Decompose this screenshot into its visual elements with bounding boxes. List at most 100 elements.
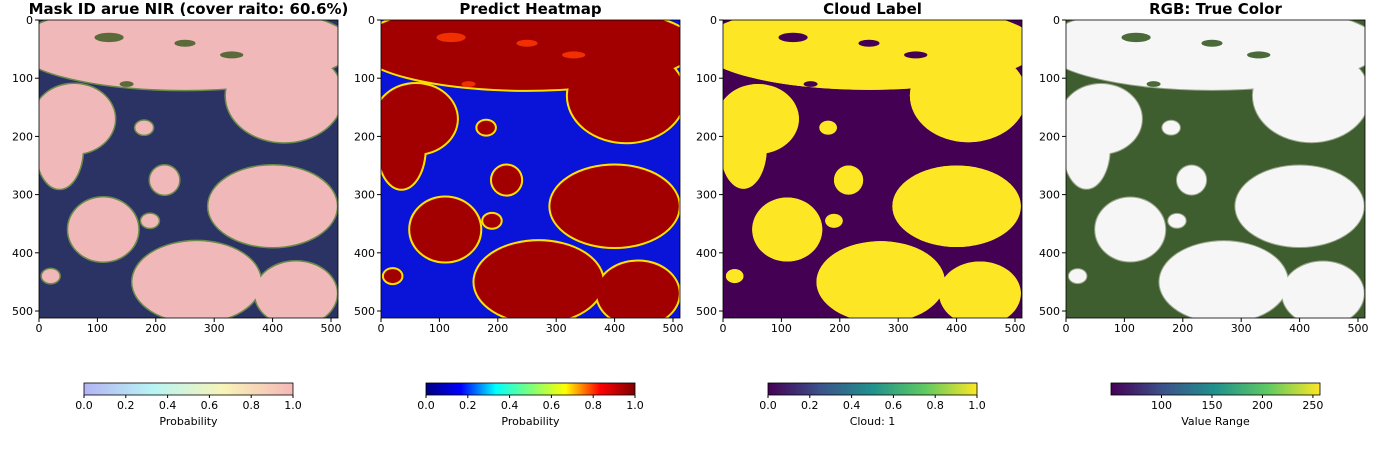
x-tick-label: 400 xyxy=(604,322,625,335)
cloud-fill xyxy=(477,120,495,135)
y-tick-label: 400 xyxy=(1039,247,1060,260)
x-tick-label: 100 xyxy=(771,322,792,335)
colorbar-tick-label: 0.2 xyxy=(459,399,477,412)
cloud-fill xyxy=(825,213,843,228)
cloud-fill xyxy=(1168,213,1186,228)
x-tick-label: 500 xyxy=(1004,322,1025,335)
cloud-fill xyxy=(41,269,60,284)
colorbar-tick-label: 0.2 xyxy=(801,399,819,412)
panel-title: Predict Heatmap xyxy=(459,0,601,18)
cloud-fill xyxy=(225,49,338,143)
colorbar-tick-label: 0.4 xyxy=(501,399,519,412)
axes-frame xyxy=(722,19,1023,319)
colorbar-tick-label: 150 xyxy=(1201,399,1222,412)
colorbar-tick-label: 0.4 xyxy=(159,399,177,412)
colorbar-tick-label: 0.8 xyxy=(242,399,260,412)
cloud-fill xyxy=(833,165,864,195)
cloud-fill xyxy=(39,107,83,189)
x-tick-label: 500 xyxy=(1347,322,1368,335)
axes-frame xyxy=(1065,19,1366,319)
y-tick-label: 500 xyxy=(1039,305,1060,318)
colorbar-tick-label: 0.2 xyxy=(117,399,135,412)
x-tick-label: 200 xyxy=(1172,322,1193,335)
clear-patch xyxy=(94,32,124,43)
cloud-fill xyxy=(132,241,261,318)
colorbar-tick-label: 0.8 xyxy=(926,399,944,412)
cloud-fill xyxy=(491,165,522,195)
y-tick-label: 200 xyxy=(12,130,33,143)
colorbar-tick-label: 0.0 xyxy=(759,399,777,412)
y-tick-label: 0 xyxy=(26,14,33,27)
colorbar-tick-label: 1.0 xyxy=(968,399,986,412)
x-tick-label: 100 xyxy=(1114,322,1135,335)
x-tick-label: 200 xyxy=(145,322,166,335)
cloud-fill xyxy=(1095,197,1166,262)
x-tick-label: 100 xyxy=(429,322,450,335)
colorbar xyxy=(83,382,294,396)
colorbar-tick-label: 0.8 xyxy=(584,399,602,412)
y-tick-label: 300 xyxy=(696,189,717,202)
cloud-fill xyxy=(816,241,945,318)
x-tick-label: 200 xyxy=(829,322,850,335)
y-tick-label: 100 xyxy=(12,72,33,85)
colorbar-label: Probability xyxy=(501,415,560,428)
y-tick-label: 100 xyxy=(696,72,717,85)
cloud-fill xyxy=(381,107,425,189)
clear-patch xyxy=(904,51,928,59)
cloud-fill xyxy=(474,241,603,318)
cloud-fill xyxy=(410,197,481,262)
cloud-fill xyxy=(1235,165,1364,247)
panel: Mask ID arue NIR (cover raito: 60.6%)0 10… xyxy=(12,0,349,428)
x-tick-label: 400 xyxy=(946,322,967,335)
colorbar-tick-label: 0.6 xyxy=(543,399,561,412)
y-tick-label: 0 xyxy=(368,14,375,27)
cloud-fill xyxy=(483,213,501,228)
clear-patch xyxy=(516,39,538,47)
y-tick-label: 500 xyxy=(12,305,33,318)
colorbar-tick-label: 200 xyxy=(1252,399,1273,412)
colorbar-tick-label: 1.0 xyxy=(626,399,644,412)
cloud-fill xyxy=(141,213,159,228)
x-tick-label: 500 xyxy=(662,322,683,335)
cloud-fill xyxy=(597,261,679,318)
cloud-fill xyxy=(135,120,153,135)
clear-patch xyxy=(461,81,476,87)
cloud-fill xyxy=(149,165,180,195)
panel-title: Cloud Label xyxy=(823,0,922,18)
clear-patch xyxy=(1201,39,1223,47)
cloud-fill xyxy=(383,269,402,284)
clear-patch xyxy=(436,32,466,43)
panel-title: RGB: True Color xyxy=(1149,0,1282,18)
cloud-fill xyxy=(1159,241,1288,318)
clear-patch xyxy=(119,81,134,87)
cloud-fill xyxy=(255,261,337,318)
y-tick-label: 200 xyxy=(696,130,717,143)
y-tick-label: 100 xyxy=(354,72,375,85)
x-tick-label: 0 xyxy=(720,322,727,335)
x-tick-label: 300 xyxy=(888,322,909,335)
cloud-fill xyxy=(752,197,823,262)
x-tick-label: 200 xyxy=(487,322,508,335)
cloud-fill xyxy=(1066,107,1110,189)
clear-patch xyxy=(562,51,586,59)
x-tick-label: 400 xyxy=(1289,322,1310,335)
y-tick-label: 0 xyxy=(710,14,717,27)
y-tick-label: 300 xyxy=(12,189,33,202)
x-tick-label: 0 xyxy=(1063,322,1070,335)
colorbar-label: Probability xyxy=(159,415,218,428)
cloud-fill xyxy=(939,261,1021,318)
panel-title: Mask ID arue NIR (cover raito: 60.6%) xyxy=(29,0,349,18)
colorbar-tick-label: 1.0 xyxy=(284,399,302,412)
y-tick-label: 500 xyxy=(696,305,717,318)
colorbar xyxy=(1110,382,1321,396)
y-tick-label: 200 xyxy=(1039,130,1060,143)
cloud-fill xyxy=(723,107,767,189)
cloud-fill xyxy=(909,49,1022,143)
colorbar-tick-label: 0.0 xyxy=(417,399,435,412)
colorbar-tick-label: 0.4 xyxy=(843,399,861,412)
x-tick-label: 400 xyxy=(262,322,283,335)
clear-patch xyxy=(1146,81,1161,87)
clear-patch xyxy=(858,39,880,47)
